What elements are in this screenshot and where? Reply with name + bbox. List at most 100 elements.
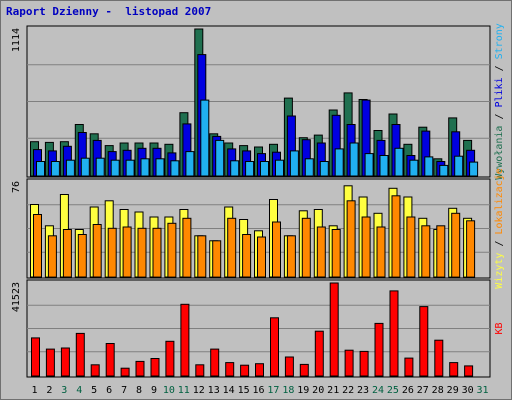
bar-strony-day-18: [289, 150, 299, 177]
bar-lokalizacje-day-2: [47, 235, 57, 278]
bar-strony-day-4: [80, 157, 90, 177]
bar-strony-day-3: [65, 159, 75, 177]
bar-strony-day-13: [215, 139, 225, 177]
bar-strony-day-8: [140, 158, 150, 177]
bar-lokalizacje-day-12: [197, 235, 207, 278]
bar-strony-day-9: [155, 158, 165, 177]
bar-lokalizacje-day-19: [301, 217, 311, 278]
legend-top: Wywołania / Pliki / Strony: [494, 23, 505, 180]
bar-lokalizacje-day-22: [346, 200, 356, 278]
bar-strony-day-20: [319, 161, 329, 177]
bar-kb-day-23: [359, 350, 369, 377]
bar-lokalizacje-day-26: [406, 216, 416, 278]
series-kb: [31, 282, 474, 377]
y-max-label: 1114: [11, 28, 22, 52]
bar-kb-day-20: [314, 330, 324, 377]
bar-lokalizacje-day-17: [272, 221, 281, 278]
bar-lokalizacje-day-14: [227, 217, 237, 278]
bar-kb-day-2: [45, 348, 55, 377]
bar-kb-day-18: [284, 356, 294, 377]
day-label-26: 26: [402, 385, 414, 396]
bar-strony-day-30: [469, 161, 479, 177]
bar-lokalizacje-day-29: [451, 212, 461, 278]
bar-lokalizacje-day-6: [107, 227, 117, 278]
legend-item-wywo-ania: Wywołania: [494, 126, 505, 180]
bar-kb-day-10: [165, 340, 175, 377]
day-label-7: 7: [121, 385, 127, 396]
bar-lokalizacje-day-23: [361, 216, 371, 278]
bar-lokalizacje-day-3: [62, 229, 72, 278]
day-label-4: 4: [76, 385, 82, 396]
bar-kb-day-21: [329, 282, 339, 377]
bar-kb-day-27: [419, 306, 429, 377]
bar-kb-day-6: [105, 343, 115, 377]
day-label-28: 28: [432, 385, 444, 396]
day-label-15: 15: [238, 385, 250, 396]
bar-kb-day-19: [299, 363, 309, 377]
bar-strony-day-27: [424, 156, 434, 177]
bar-strony-day-14: [230, 160, 240, 177]
bar-kb-day-26: [404, 357, 414, 377]
bar-strony-day-21: [334, 148, 344, 177]
bar-lokalizacje-day-30: [466, 220, 476, 278]
day-label-9: 9: [151, 385, 157, 396]
day-label-30: 30: [462, 385, 474, 396]
bar-strony-day-15: [245, 161, 255, 177]
legend-bottom: KB: [494, 322, 505, 334]
chart-title: Raport Dzienny - listopad 2007: [6, 5, 212, 18]
bar-kb-day-7: [120, 367, 130, 377]
day-label-11: 11: [178, 385, 190, 396]
bar-strony-day-22: [349, 142, 359, 177]
day-label-1: 1: [31, 385, 37, 396]
bar-strony-day-23: [364, 153, 374, 177]
panel-top: 1114 Wywołania / Pliki / Strony: [11, 23, 505, 180]
legend-item-strony: Strony: [494, 23, 505, 59]
bar-lokalizacje-day-11: [182, 217, 192, 278]
bar-lokalizacje-day-16: [257, 236, 266, 278]
day-label-16: 16: [252, 385, 264, 396]
day-label-24: 24: [372, 385, 384, 396]
bar-kb-day-15: [240, 364, 250, 377]
bar-strony-day-16: [260, 161, 269, 177]
bar-kb-day-9: [150, 358, 160, 377]
legend-item-kb: KB: [494, 322, 505, 334]
y-max-label: 76: [11, 181, 22, 193]
day-label-19: 19: [297, 385, 309, 396]
bar-kb-day-25: [389, 290, 399, 377]
bar-strony-day-6: [110, 159, 120, 177]
bar-kb-day-3: [60, 347, 70, 377]
day-label-25: 25: [387, 385, 399, 396]
bar-kb-day-22: [344, 349, 354, 377]
bar-kb-day-29: [449, 362, 459, 377]
day-label-2: 2: [46, 385, 52, 396]
legend-separator: /: [494, 108, 505, 126]
day-label-27: 27: [417, 385, 429, 396]
day-label-22: 22: [342, 385, 354, 396]
bar-kb-day-30: [464, 365, 474, 377]
bar-lokalizacje-day-1: [33, 214, 42, 278]
y-max-label: 41523: [11, 282, 22, 312]
panel-middle: 76 Wizyty / Lokalizacje: [11, 168, 505, 288]
bar-strony-day-25: [394, 147, 404, 177]
day-label-14: 14: [223, 385, 235, 396]
bar-kb-day-5: [90, 364, 100, 377]
bar-strony-day-19: [304, 158, 314, 177]
day-label-18: 18: [282, 385, 294, 396]
bar-strony-day-1: [36, 161, 45, 177]
bar-lokalizacje-day-15: [242, 234, 252, 278]
bar-lokalizacje-day-8: [137, 227, 147, 278]
bar-kb-day-11: [180, 303, 190, 377]
bar-lokalizacje-day-5: [92, 224, 102, 278]
day-label-8: 8: [136, 385, 142, 396]
bar-strony-day-29: [454, 155, 464, 177]
bar-lokalizacje-day-28: [436, 225, 446, 278]
bar-lokalizacje-day-24: [376, 226, 386, 278]
day-label-21: 21: [327, 385, 339, 396]
bar-kb-day-24: [374, 322, 384, 377]
bar-lokalizacje-day-4: [77, 234, 87, 278]
x-axis-day-labels: 1 2 3 4 5 6 7 8 9 10 11 12 13 14 15 16 17 18 19 20 21 22 23 24 2…: [31, 385, 488, 396]
series-lokalizacje: [33, 195, 476, 278]
bar-lokalizacje-day-9: [152, 227, 162, 278]
bar-lokalizacje-day-21: [331, 229, 341, 278]
day-label-17: 17: [267, 385, 279, 396]
